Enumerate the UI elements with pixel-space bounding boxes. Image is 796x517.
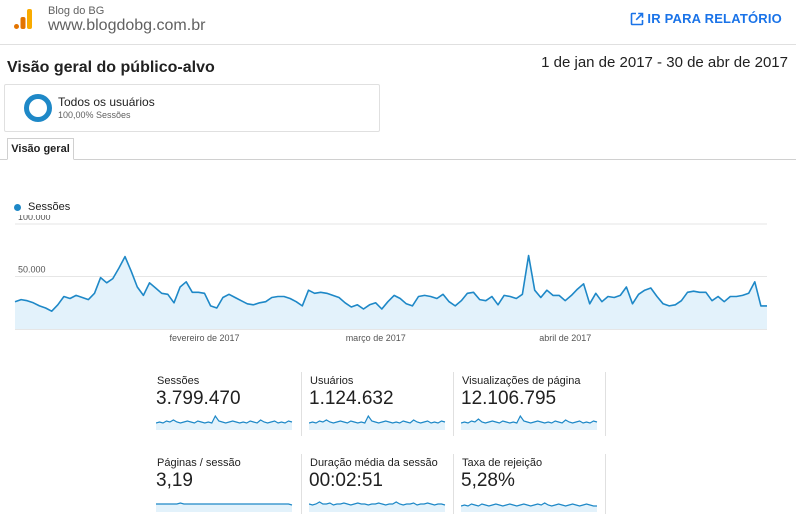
- site-name: Blog do BG: [48, 5, 105, 17]
- metric-sessions[interactable]: Sessões 3.799.470: [149, 372, 299, 440]
- analytics-bars-icon: [14, 9, 32, 29]
- x-tick-label: abril de 2017: [539, 333, 591, 343]
- metric-sparkline: [156, 502, 293, 512]
- y-tick-label: 100.000: [18, 215, 51, 222]
- metric-sparkline: [461, 414, 598, 430]
- goto-report-label: IR PARA RELATÓRIO: [647, 11, 782, 26]
- segment-share: 100,00% Sessões: [58, 110, 131, 120]
- sparkline-line: [156, 502, 293, 506]
- metric-bounce-rate[interactable]: Taxa de rejeição 5,28%: [454, 454, 604, 517]
- metric-sparkline: [461, 502, 597, 512]
- metric-divider: [301, 454, 302, 514]
- legend-label: Sessões: [28, 201, 71, 213]
- report-header: Blog do BG www.blogdobg.com.br IR PARA R…: [0, 0, 796, 45]
- sparkline-line: [461, 414, 598, 424]
- tab-divider: [0, 159, 796, 160]
- metric-divider: [605, 454, 606, 514]
- legend-dot-icon: [14, 203, 21, 211]
- metric-divider: [301, 372, 302, 436]
- metric-avg-session-duration[interactable]: Duração média da sessão 00:02:51: [302, 454, 452, 517]
- page-title: Visão geral do público-alvo: [7, 59, 215, 76]
- open-in-new-icon: [631, 12, 644, 25]
- metric-sparkline: [156, 414, 293, 430]
- sparkline-line: [156, 414, 293, 424]
- metric-value: 1.124.632: [309, 388, 394, 409]
- metric-value: 00:02:51: [309, 470, 383, 491]
- sessions-line[interactable]: [14, 254, 767, 312]
- x-tick-label: fevereiro de 2017: [169, 333, 239, 343]
- metric-label: Sessões: [157, 375, 200, 387]
- y-tick-label: 50.000: [18, 265, 46, 275]
- sparkline-area: [156, 503, 292, 512]
- chart-legend[interactable]: Sessões: [14, 201, 70, 213]
- date-range-picker[interactable]: 1 de jan de 2017 - 30 de abr de 2017: [541, 54, 788, 71]
- metric-value: 3,19: [156, 470, 193, 491]
- segment-name: Todos os usuários: [58, 95, 155, 109]
- sparkline-line: [309, 414, 446, 424]
- segment-ring-icon: [24, 94, 52, 122]
- metric-label: Usuários: [310, 375, 354, 387]
- metric-label: Duração média da sessão: [310, 457, 438, 469]
- sparkline-line: [461, 502, 597, 507]
- metric-label: Taxa de rejeição: [462, 457, 543, 469]
- sparkline-area: [309, 502, 445, 512]
- sessions-area: [15, 255, 767, 329]
- metric-divider: [453, 372, 454, 436]
- sparkline-area: [461, 503, 597, 512]
- segment-card[interactable]: Todos os usuários 100,00% Sessões: [4, 84, 380, 132]
- tab-overview[interactable]: Visão geral: [7, 138, 74, 160]
- metric-label: Visualizações de página: [462, 375, 581, 387]
- sparkline-line: [309, 501, 446, 506]
- metric-sparkline: [309, 414, 446, 430]
- goto-report-button[interactable]: IR PARA RELATÓRIO: [630, 11, 782, 26]
- metric-label: Páginas / sessão: [157, 457, 241, 469]
- metric-sparkline: [309, 501, 446, 512]
- x-tick-label: março de 2017: [346, 333, 406, 343]
- metric-value: 12.106.795: [461, 388, 557, 409]
- metric-pages-per-session[interactable]: Páginas / sessão 3,19: [149, 454, 299, 517]
- metric-users[interactable]: Usuários 1.124.632: [302, 372, 452, 440]
- metric-divider: [605, 372, 606, 436]
- metric-value: 5,28%: [461, 470, 515, 491]
- metric-value: 3.799.470: [156, 388, 241, 409]
- site-url: www.blogdobg.com.br: [48, 17, 206, 34]
- sessions-area-chart[interactable]: 100.000 50.000 fevereiro de 2017 março de 2…: [0, 215, 796, 350]
- metric-pageviews[interactable]: Visualizações de página 12.106.795: [454, 372, 604, 440]
- metric-divider: [453, 454, 454, 514]
